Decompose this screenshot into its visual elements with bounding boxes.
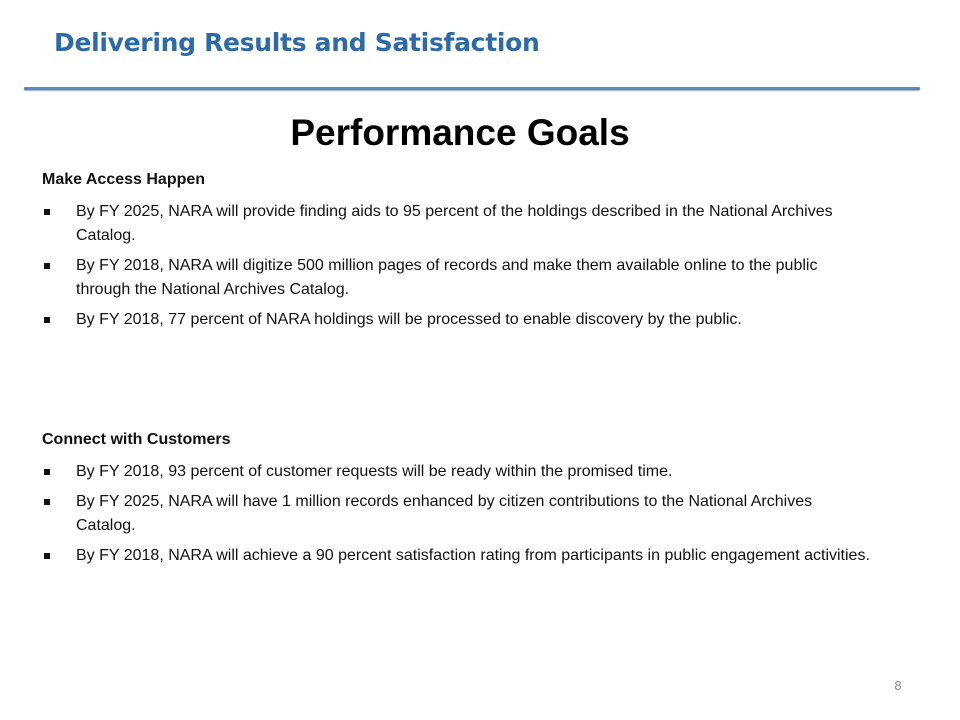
square-bullet-icon (44, 209, 50, 215)
goal-item: By FY 2018, 93 percent of customer reque… (42, 460, 872, 484)
goal-text: By FY 2018, NARA will achieve a 90 perce… (76, 547, 870, 564)
goal-text: By FY 2025, NARA will provide finding ai… (76, 203, 833, 244)
square-bullet-icon (44, 469, 50, 475)
goal-list: By FY 2018, 93 percent of customer reque… (42, 460, 872, 568)
section-heading: Connect with Customers (42, 431, 231, 448)
header-title: Delivering Results and Satisfaction (54, 28, 540, 57)
goal-item: By FY 2018, NARA will digitize 500 milli… (42, 254, 872, 302)
section-connect-with-customers: Connect with Customers By FY 2018, 93 pe… (42, 430, 872, 574)
header-divider (24, 87, 920, 90)
goal-list: By FY 2025, NARA will provide finding ai… (42, 200, 872, 332)
goal-item: By FY 2025, NARA will have 1 million rec… (42, 490, 872, 538)
section-make-access-happen: Make Access Happen By FY 2025, NARA will… (42, 170, 872, 338)
section-heading: Make Access Happen (42, 171, 206, 188)
page-number: 8 (894, 679, 902, 693)
square-bullet-icon (44, 317, 50, 323)
goal-text: By FY 2018, 77 percent of NARA holdings … (76, 311, 742, 328)
square-bullet-icon (44, 553, 50, 559)
goal-text: By FY 2025, NARA will have 1 million rec… (76, 493, 813, 534)
goal-text: By FY 2018, 93 percent of customer reque… (76, 463, 673, 480)
goal-text: By FY 2018, NARA will digitize 500 milli… (76, 257, 818, 298)
goal-item: By FY 2018, 77 percent of NARA holdings … (42, 308, 872, 332)
goal-item: By FY 2025, NARA will provide finding ai… (42, 200, 872, 248)
square-bullet-icon (44, 499, 50, 505)
square-bullet-icon (44, 263, 50, 269)
page-title: Performance Goals (290, 112, 630, 153)
goal-item: By FY 2018, NARA will achieve a 90 perce… (42, 544, 872, 568)
